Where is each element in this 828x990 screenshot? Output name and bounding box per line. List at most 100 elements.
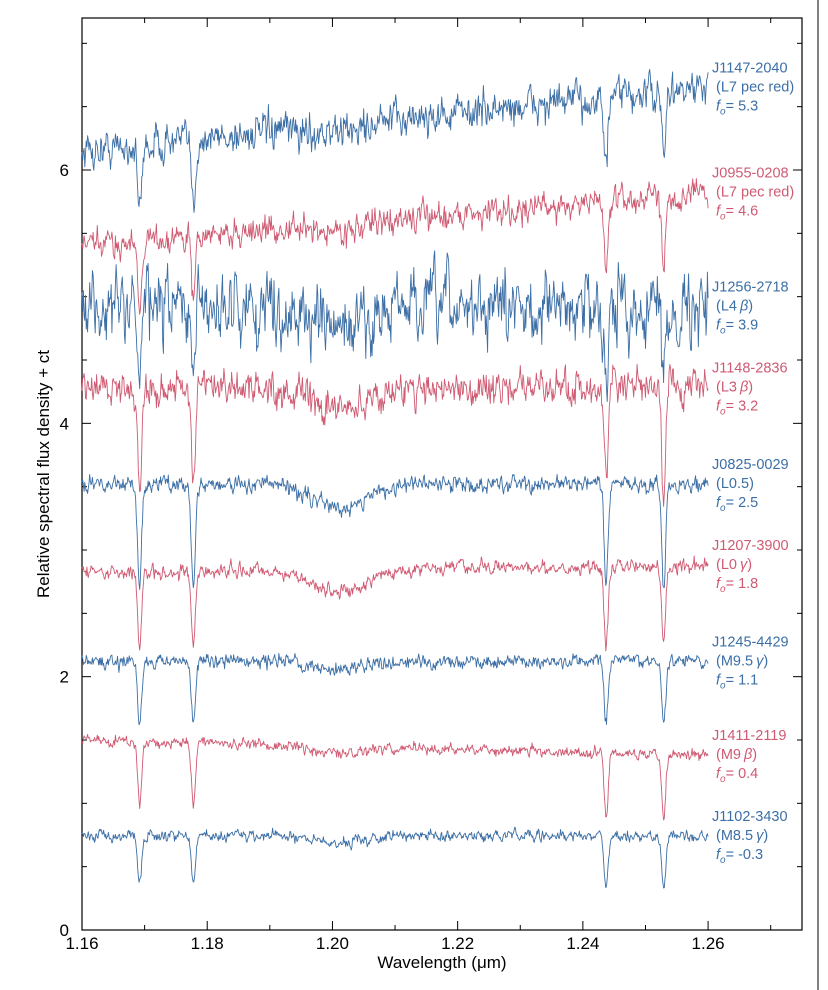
x-tick-label: 1.24 [566,934,599,953]
object-name: J1207-3900 [712,538,789,554]
gravity-class: β [743,747,752,763]
fo-equals: = [726,318,739,334]
fo-equals: = [726,847,739,863]
paren-close: ) [763,653,768,669]
spectrum-line-j1207-3900 [81,555,709,652]
spectrum-label-j1102-3430: J1102-3430 (M8.5 γ) fo= -0.3 [712,809,788,866]
paren-close: ) [748,380,753,396]
paren-close: ) [763,828,768,844]
spectrum-label-j1207-3900: J1207-3900 (L0 γ) fo= 1.8 [712,538,789,595]
fo-number: -0.3 [738,847,763,863]
spectrum-line-j1256-2718 [81,250,709,402]
fo-number: 5.3 [738,98,758,114]
spectra-lines [81,68,709,889]
spectrum-line-j1102-3430 [81,826,709,889]
fo-symbol: f [716,204,722,220]
fo-symbol: f [716,495,722,511]
paren-open: ( [716,747,721,763]
paren-close: ) [789,79,794,95]
paren-close: ) [752,747,757,763]
spectral-type-value: M8.5 [721,828,753,844]
plot-frame [81,17,803,931]
gravity-class: β [739,380,748,396]
spectral-type: (L7 pec red) [716,79,794,95]
fo-number: 1.8 [738,576,758,592]
fo-symbol: f [716,847,722,863]
object-name: J1256-2718 [712,280,789,296]
fo-value: fo= 2.5 [716,495,758,514]
paren-close: ) [789,185,794,201]
spectrum-label-j1245-4429: J1245-4429 (M9.5 γ) fo= 1.1 [712,634,789,691]
object-name: J1147-2040 [712,60,788,76]
fo-subscript: o [720,680,726,691]
paren-close: ) [748,299,753,315]
spectrum-label-j0955-0208: J0955-0208 (L7 pec red) fo= 4.6 [712,166,794,223]
spectrum-line-j1411-2119 [81,733,709,821]
object-name: J0955-0208 [712,166,789,182]
paren-open: ( [716,79,721,95]
fo-subscript: o [720,855,726,866]
paren-open: ( [716,828,721,844]
paren-close: ) [749,476,754,492]
fo-value: fo= 5.3 [716,98,758,117]
x-tick-label: 1.26 [692,934,725,953]
fo-equals: = [726,98,739,114]
spectral-type-value: M9.5 [721,653,753,669]
fo-subscript: o [720,106,726,117]
spectral-type: (M8.5 γ) [716,828,768,844]
fo-equals: = [726,399,739,415]
fo-value: fo= 3.9 [716,318,758,337]
spectrum-line-j0955-0208 [81,177,709,315]
object-name: J1102-3430 [712,809,788,825]
fo-equals: = [726,576,739,592]
paren-open: ( [716,653,721,669]
fo-value: fo= 1.1 [716,672,758,691]
gravity-class: β [739,299,748,315]
object-name: J1245-4429 [712,634,789,650]
fo-symbol: f [716,399,722,415]
fo-equals: = [726,672,739,688]
fo-value: fo= 3.2 [716,399,758,418]
fo-number: 1.1 [738,672,758,688]
fo-value: fo= -0.3 [716,847,763,866]
spectral-type-value: L0.5 [721,476,749,492]
x-tick-label: 1.16 [65,934,98,953]
y-tick-label: 4 [60,414,69,433]
spectral-type: (L7 pec red) [716,185,794,201]
y-axis-title: Relative spectral flux density + ct [34,350,53,598]
spectrum-label-j1148-2836: J1148-2836 (L3 β) fo= 3.2 [712,361,788,418]
spectral-type: (M9.5 γ) [716,653,768,669]
fo-number: 0.4 [738,766,758,782]
x-tick-label: 1.22 [441,934,474,953]
spectrum-label-j1411-2119: J1411-2119 (M9 β) fo= 0.4 [712,728,786,785]
gravity-class: γ [756,653,764,669]
y-tick-label: 0 [60,921,69,940]
fo-subscript: o [720,326,726,337]
paren-open: ( [716,185,721,201]
fo-subscript: o [720,407,726,418]
spectrum-label-j0825-0029: J0825-0029 (L0.5) fo= 2.5 [712,457,789,514]
paren-open: ( [716,299,721,315]
spectral-type-value: L4 [721,299,737,315]
axis-ticks [81,18,802,931]
spectrum-line-j1245-4429 [81,652,709,726]
x-tick-labels: 1.16 1.18 1.20 1.22 1.24 1.26 [65,934,724,953]
fo-number: 4.6 [738,204,758,220]
fo-symbol: f [716,576,722,592]
fo-subscript: o [720,774,726,785]
x-axis-title: Wavelength (μm) [377,953,506,972]
spectrum-line-j1148-2836 [81,363,709,507]
y-tick-label: 2 [60,668,69,687]
spectral-type: (L0.5) [716,476,754,492]
spectrum-label-j1147-2040: J1147-2040 (L7 pec red) fo= 5.3 [712,60,794,117]
fo-symbol: f [716,672,722,688]
paren-open: ( [716,380,721,396]
spectrum-line-j0825-0029 [81,473,709,590]
fo-subscript: o [720,584,726,595]
fo-equals: = [726,766,739,782]
fo-number: 3.9 [738,318,758,334]
spectral-type-value: L7 pec red [721,79,790,95]
spectral-type: (M9 β) [716,747,757,763]
spectrum-labels: J1147-2040(L7 pec red)fo= 5.3J0955-0208(… [712,60,794,866]
